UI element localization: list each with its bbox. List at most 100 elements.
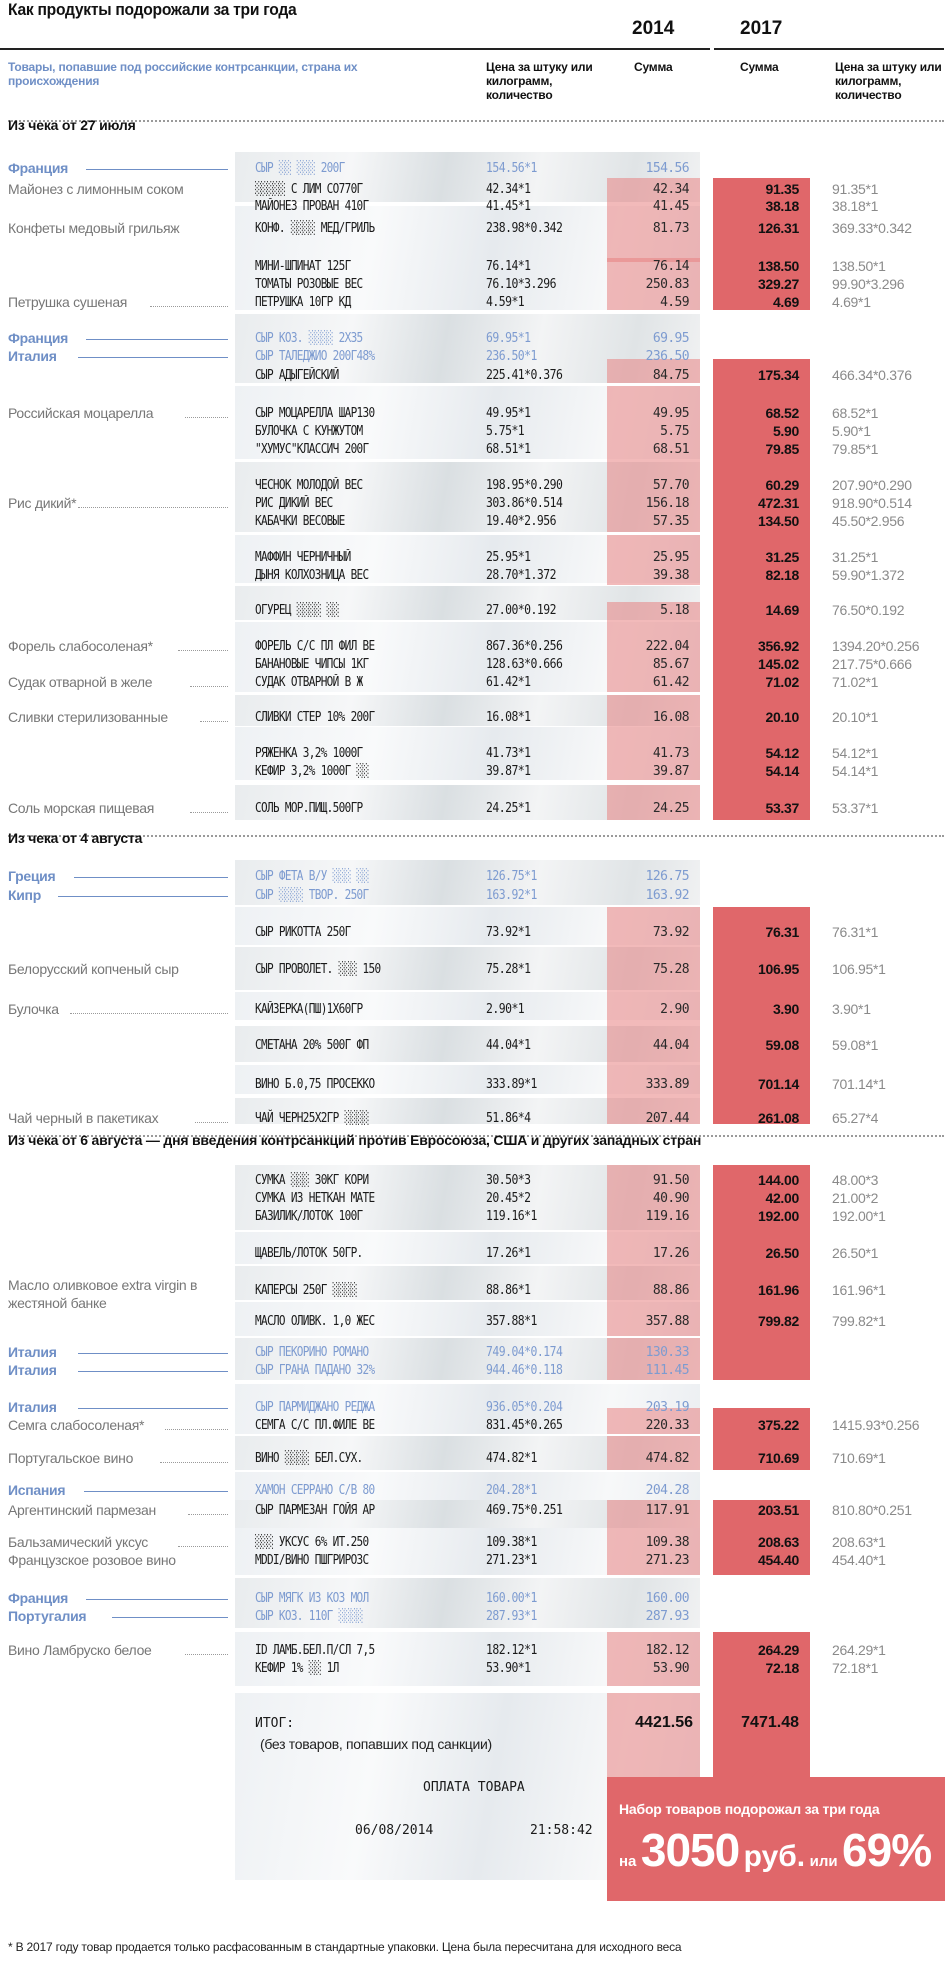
price-2014: 287.93*1: [486, 1609, 537, 1624]
price-2014: 68.51*1: [486, 442, 531, 457]
receipt-item-name: СЫР ТАЛЕДЖИО 200Г48%: [255, 349, 375, 364]
receipt-row: БАНАНОВЫЕ ЧИПСЫ 1КГ 128.63*0.666 85.67 145.…: [0, 656, 952, 673]
price-2014: 30.50*3: [486, 1173, 531, 1188]
callout-value: на 3050 руб. или 69%: [619, 1823, 932, 1877]
receipt-item-name: СУДАК ОТВАРНОЙ В Ж: [255, 675, 363, 690]
sum-2014-highlight: [607, 1436, 700, 1470]
sum-2014: 119.16: [645, 1209, 690, 1224]
receipt-item-name: СЫР АДЫГЕЙСКИЙ: [255, 368, 339, 383]
receipt-item-name: СЫР ФЕТА В/У ░░░ ░░: [255, 869, 369, 884]
price-2014: 69.95*1: [486, 331, 531, 346]
sanctioned-item-row: СЫР ░░░░ ТВОР. 250Г 163.92*1 163.92 Кипр: [0, 887, 952, 904]
price-2014: 160.00*1: [486, 1591, 537, 1606]
receipt-item-name: ДЫНЯ КОЛХОЗНИЦА ВЕС: [255, 568, 369, 583]
sum-2014: 109.38: [645, 1535, 690, 1550]
receipt-item-name: ВИНО ░░░░ БЕЛ.СУХ.: [255, 1451, 363, 1466]
label-leader-dots: [150, 306, 228, 307]
sum-2014: 130.33: [645, 1345, 690, 1360]
product-label: Чай черный в пакетиках: [8, 1110, 159, 1126]
receipt-row: РИС ДИКИЙ ВЕС 303.86*0.514 156.18 472.31 918…: [0, 495, 952, 512]
country-label: Италия: [8, 348, 57, 364]
price-2014: 17.26*1: [486, 1246, 531, 1261]
price-2017: 799.82*1: [832, 1313, 886, 1329]
price-2014: 61.42*1: [486, 675, 531, 690]
year-2014-heading: 2014: [632, 18, 675, 39]
sum-2014: 222.04: [645, 639, 690, 654]
receipt-row: ТОМАТЫ РОЗОВЫЕ ВЕС 76.10*3.296 250.83 329.2…: [0, 276, 952, 293]
price-2017: 701.14*1: [832, 1076, 886, 1092]
country-label: Греция: [8, 868, 56, 884]
page-title: Как продукты подорожали за три года: [8, 0, 297, 19]
country-leader-line: [78, 1353, 228, 1354]
label-leader-dots: [160, 1462, 228, 1463]
receipt-item-name: СУМКА ░░░ 30КГ КОРИ: [255, 1173, 369, 1188]
price-2014: 333.89*1: [486, 1077, 537, 1092]
sum-2014: 474.82: [645, 1451, 690, 1466]
price-2014: 49.95*1: [486, 406, 531, 421]
sanctioned-item-row: СЫР ФЕТА В/У ░░░ ░░ 126.75*1 126.75 Греция: [0, 868, 952, 885]
receipt-item-name: СЫР МОЦАРЕЛЛА ШАР130: [255, 406, 375, 421]
sum-2014: 73.92: [652, 925, 690, 940]
sum-2017: 38.18: [765, 198, 799, 214]
price-2017: 79.85*1: [832, 441, 879, 457]
sum-2014: 203.19: [645, 1400, 690, 1415]
callout-percent: 69%: [842, 1824, 932, 1876]
sum-2017: 42.00: [765, 1190, 799, 1206]
receipt-row: СЫР РИКОТТА 250Г 73.92*1 73.92 76.31 76.31*1: [0, 924, 952, 941]
sanctioned-item-row: СЫР МЯГК ИЗ КОЗ МОЛ 160.00*1 160.00 Франция: [0, 1590, 952, 1607]
sum-2014-highlight: [607, 1408, 700, 1434]
column-header-sum-2017: Сумма: [740, 60, 779, 74]
price-2014: 238.98*0.342: [486, 221, 563, 236]
sum-2017: 454.40: [757, 1552, 799, 1568]
country-label: Кипр: [8, 887, 41, 903]
price-2014: 75.28*1: [486, 962, 531, 977]
sum-2017: 264.29: [757, 1642, 799, 1658]
price-2014: 749.04*0.174: [486, 1345, 563, 1360]
sum-2014: 287.93: [645, 1609, 690, 1624]
sum-2017: 472.31: [757, 495, 799, 511]
label-leader-dots: [200, 721, 228, 722]
product-label: Вино Ламбруско белое: [8, 1642, 152, 1658]
sum-2017: 54.12: [765, 745, 799, 761]
receipt-row: ЧАЙ ЧЕРН25Х2ГР ░░░░ 51.86*4 207.44 261.08 65…: [0, 1110, 952, 1127]
price-2014: 4.59*1: [486, 295, 525, 310]
sanctioned-item-row: СЫР КОЗ. 110Г ░░░░ 287.93*1 287.93 Португал…: [0, 1608, 952, 1625]
receipt-row: ОГУРЕЦ ░░░░ ░░ 27.00*0.192 5.18 14.69 76.50*…: [0, 602, 952, 619]
sum-2014: 44.04: [652, 1038, 690, 1053]
country-leader-line: [78, 357, 228, 358]
sum-2014: 111.45: [645, 1363, 690, 1378]
price-2014: 2.90*1: [486, 1002, 525, 1017]
sum-2017: 144.00: [757, 1172, 799, 1188]
price-2017: 59.90*1.372: [832, 567, 905, 583]
total-2017-value: 7471.48: [741, 1714, 799, 1731]
price-2014: 236.50*1: [486, 349, 537, 364]
receipt-item-name: СОЛЬ МОР.ПИЩ.500ГР: [255, 801, 363, 816]
sum-2017: 71.02: [765, 674, 799, 690]
sum-2014: 57.70: [652, 478, 690, 493]
sum-2014: 236.50: [645, 349, 690, 364]
price-2017: 65.27*4: [832, 1110, 879, 1126]
receipt-item-name: ░░░ УКСУС 6% ИТ.250: [255, 1535, 369, 1550]
callout-title: Набор товаров подорожал за три года: [619, 1801, 880, 1817]
product-label: Семга слабосоленая*: [8, 1417, 145, 1433]
price-2017: 264.29*1: [832, 1642, 886, 1658]
receipt-strip: [235, 1578, 700, 1628]
year-2017-heading: 2017: [740, 18, 783, 39]
sum-2017-highlight: [713, 907, 810, 1124]
section-divider: [8, 1135, 944, 1137]
receipt-row: ВИНО Б.0,75 ПРОСЕККО 333.89*1 333.89 701.14…: [0, 1076, 952, 1093]
sanctioned-item-row: СЫР КОЗ. ░░░░ 2Х35 69.95*1 69.95 Франция: [0, 330, 952, 347]
sum-2014: 16.08: [652, 710, 690, 725]
sum-2017: 72.18: [765, 1660, 799, 1676]
receipt-item-name: СЛИВКИ СТЕР 10% 200Г: [255, 710, 375, 725]
receipt-row: СОЛЬ МОР.ПИЩ.500ГР 24.25*1 24.25 53.37 53.37…: [0, 800, 952, 817]
product-label: Булочка: [8, 1001, 59, 1017]
country-label: Португалия: [8, 1608, 87, 1624]
sum-2014: 42.34: [652, 182, 690, 197]
receipt-row: СЕМГА С/С ПЛ.ФИЛЕ ВЕ 831.45*0.265 220.33 37…: [0, 1417, 952, 1434]
receipt-item-name: ОГУРЕЦ ░░░░ ░░: [255, 603, 339, 618]
receipt-row: СЫР ПРОВОЛЕТ. ░░░ 150 75.28*1 75.28 106.95 1…: [0, 961, 952, 978]
receipt-row: СЫР ПАРМЕЗАН ГОЙЯ АР 469.75*0.251 117.91 20…: [0, 1502, 952, 1519]
sum-2017: 208.63: [757, 1534, 799, 1550]
price-2017: 106.95*1: [832, 961, 886, 977]
